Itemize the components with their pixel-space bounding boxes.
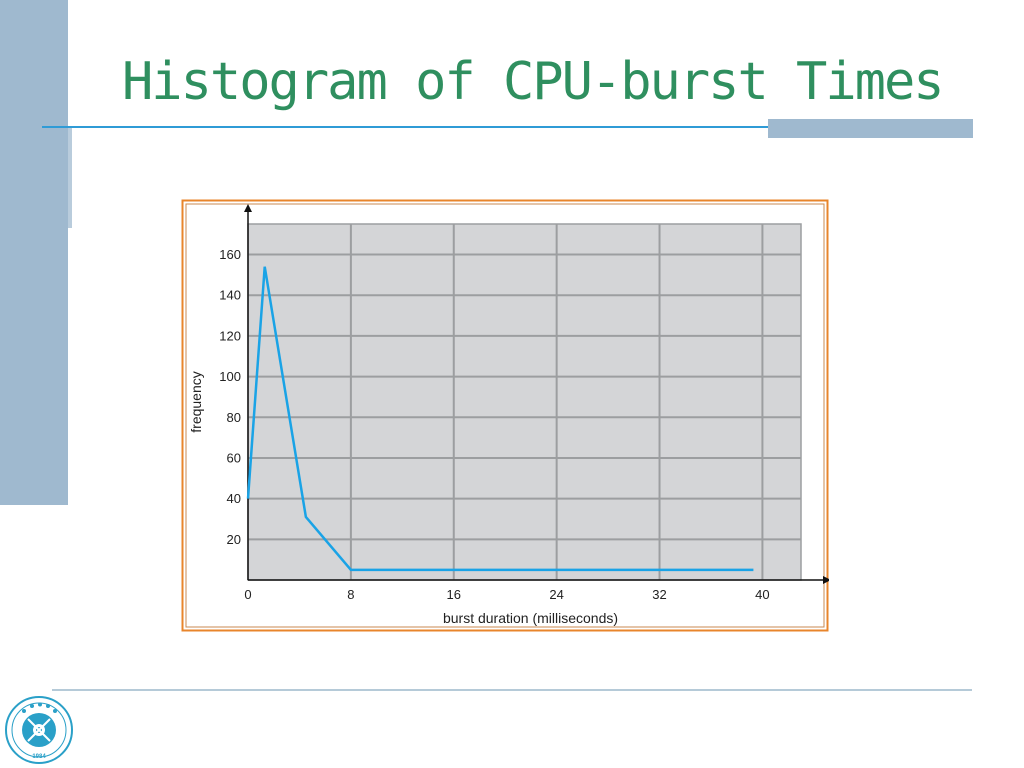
chart-frame: 0 8 16 24 32 40 20 40 60 80 100 120 140 160 burst dur…: [181, 199, 831, 632]
left-accent-bar: [0, 0, 68, 505]
footer-rule: [52, 689, 972, 691]
plot-area: [248, 224, 801, 580]
y-tick-label: 60: [227, 450, 241, 465]
grid-lines: [247, 223, 802, 581]
left-accent-bar-edge: [68, 128, 72, 228]
x-tick-label: 0: [244, 587, 251, 602]
series-line: [246, 266, 754, 572]
y-tick-label: 120: [219, 328, 241, 343]
chart-frame-inner: [185, 203, 825, 628]
x-tick-label: 16: [447, 587, 461, 602]
y-tick-label: 100: [219, 369, 241, 384]
y-tick-label: 40: [227, 491, 241, 506]
seal-year: 1984: [32, 754, 46, 760]
title-underline-accent-block: [768, 119, 973, 138]
x-tick-label: 32: [652, 587, 666, 602]
x-tick-label: 24: [549, 587, 563, 602]
y-tick-label: 160: [219, 247, 241, 262]
title-underline: [42, 126, 972, 128]
slide-title: Histogram of CPU-burst Times: [122, 52, 945, 112]
university-seal-logo: 1984: [5, 696, 73, 764]
y-tick-label: 140: [219, 288, 241, 303]
y-tick-label: 80: [227, 410, 241, 425]
tick-labels: 0 8 16 24 32 40 20 40 60 80 100 120 140 160: [219, 247, 769, 602]
x-axis-arrow: [823, 576, 831, 584]
y-axis-label: frequency: [188, 371, 204, 432]
x-tick-label: 8: [347, 587, 354, 602]
y-axis-arrow: [244, 204, 252, 212]
y-tick-label: 20: [227, 532, 241, 547]
x-axis-label: burst duration (milliseconds): [443, 610, 618, 626]
axes: [244, 204, 831, 584]
cpu-burst-histogram-chart: 0 8 16 24 32 40 20 40 60 80 100 120 140 160 burst dur…: [181, 199, 831, 632]
x-tick-label: 40: [755, 587, 769, 602]
